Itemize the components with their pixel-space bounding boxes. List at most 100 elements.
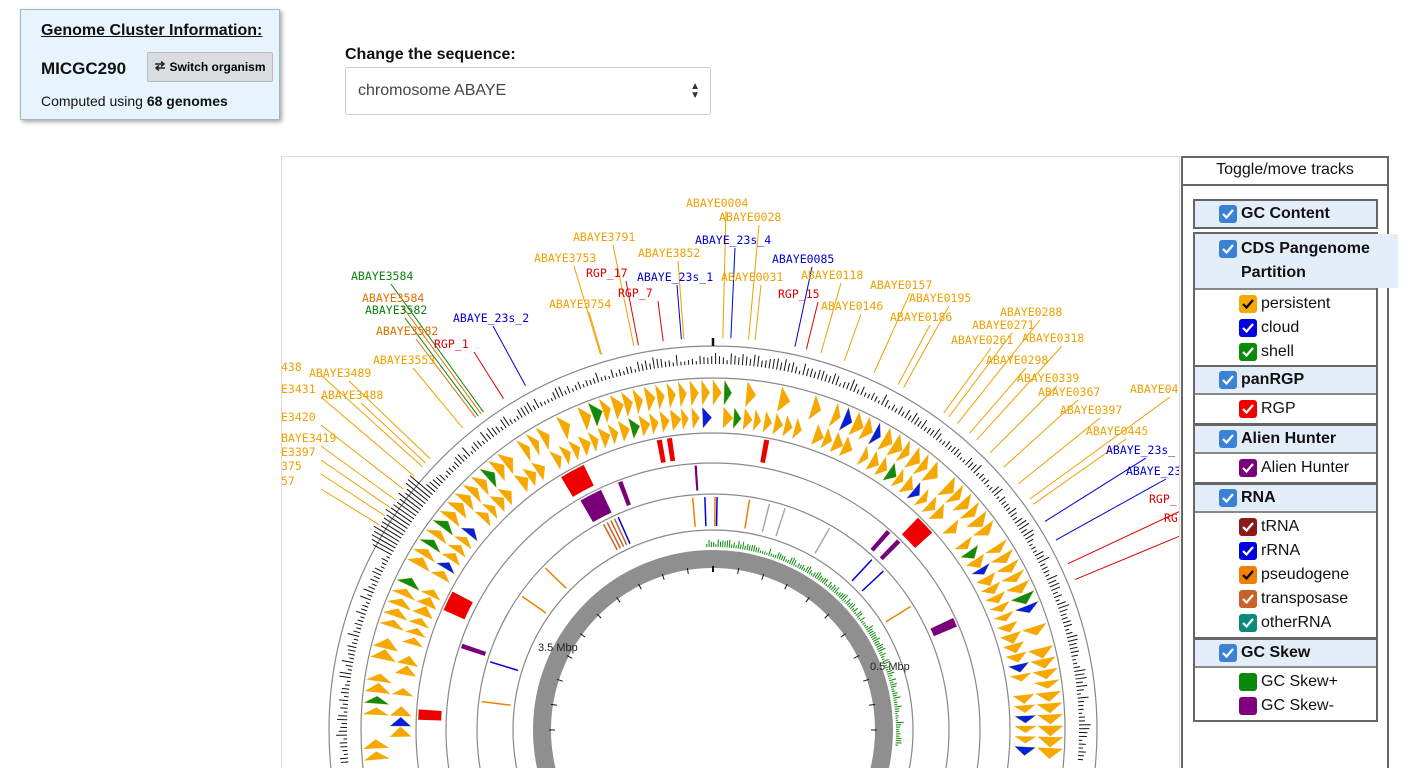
gene-label: ABAYE0186 (890, 310, 952, 324)
cds-partition-track (362, 379, 1064, 761)
switch-organism-button[interactable]: Switch organism (147, 52, 273, 82)
gene-label: E3420 (281, 410, 316, 424)
transposase-checkbox[interactable] (1239, 590, 1257, 608)
cloud-label: cloud (1261, 319, 1300, 336)
gene-label: 375 (281, 459, 302, 473)
gene-label-connector (754, 284, 762, 341)
swap-arrows-icon (154, 60, 166, 74)
gene-label: ABAYE3488 (321, 388, 383, 402)
gene-label: RGP_7 (618, 286, 653, 300)
rna-track (481, 497, 911, 706)
gene-label-connector (320, 396, 415, 477)
track-group-gc-content[interactable]: GC Content (1193, 199, 1378, 229)
gene-label: ABAYE_23s_1 (637, 270, 713, 284)
gene-label: BAYE3419 (281, 431, 336, 445)
rgp-track (418, 437, 933, 721)
gene-label-connector (976, 345, 1063, 441)
alien-hunter-track (460, 465, 957, 656)
track-group-alien-hunter[interactable]: Alien Hunter Alien Hunter (1193, 424, 1378, 484)
gc-content-track (336, 352, 1091, 764)
track-item-trna[interactable]: tRNA (1239, 515, 1376, 539)
otherrna-checkbox[interactable] (1239, 614, 1257, 632)
rrna-label: rRNA (1261, 542, 1301, 559)
gene-label: RGP_ (1149, 492, 1177, 506)
gene-label: RG (1164, 511, 1178, 525)
cluster-title: Genome Cluster Information: (41, 22, 263, 39)
alien-hunter-group-checkbox[interactable] (1219, 430, 1237, 448)
rgp-checkbox[interactable] (1239, 400, 1257, 418)
alien-hunter-checkbox[interactable] (1239, 459, 1257, 477)
gene-label-connector (473, 351, 504, 399)
scale-label-0-5mbp: 0.5 Mbp (870, 661, 910, 673)
track-item-shell[interactable]: shell (1239, 340, 1376, 364)
gene-label: 438 (281, 360, 302, 374)
gene-label: ABAYE0271 (972, 318, 1034, 332)
track-group-gc-skew[interactable]: GC Skew GC Skew+ GC Skew- (1193, 638, 1378, 722)
shell-checkbox[interactable] (1239, 343, 1257, 361)
gc-skew-checkbox[interactable] (1219, 644, 1237, 662)
gene-label-connector (588, 311, 602, 355)
track-group-cds-partition[interactable]: CDS Pangenome Partition persistent cloud… (1193, 232, 1398, 368)
genome-count: 68 genomes (146, 93, 228, 109)
gc-skew-plus-swatch[interactable] (1239, 673, 1257, 691)
track-item-pseudogene[interactable]: pseudogene (1239, 563, 1376, 587)
track-item-persistent[interactable]: persistent (1239, 292, 1376, 316)
sequence-select[interactable]: chromosome ABAYE ▲ ▼ (345, 67, 711, 115)
gene-label: ABAYE04 (1130, 382, 1179, 396)
gene-label-connector (820, 282, 842, 354)
gene-label: ABAYE0367 (1038, 385, 1100, 399)
gc-skew-plus-label: GC Skew+ (1261, 673, 1338, 690)
gene-label-connector (676, 284, 682, 340)
gene-label: ABAYE0445 (1086, 424, 1148, 438)
track-item-gc-skew-minus[interactable]: GC Skew- (1239, 694, 1376, 718)
trna-checkbox[interactable] (1239, 518, 1257, 536)
gene-label-connector (390, 283, 484, 413)
gene-label: ABAYE0004 (686, 196, 748, 210)
organism-name: MICGC290 (41, 59, 127, 78)
track-item-otherrna[interactable]: otherRNA (1239, 611, 1376, 635)
track-item-rgp[interactable]: RGP (1239, 397, 1376, 421)
track-item-cloud[interactable]: cloud (1239, 316, 1376, 340)
track-ring-3 (445, 462, 981, 768)
switch-organism-label: Switch organism (169, 60, 266, 74)
gene-label: ABAYE0085 (772, 252, 834, 266)
track-item-alien-hunter[interactable]: Alien Hunter (1239, 456, 1376, 480)
pseudogene-checkbox[interactable] (1239, 566, 1257, 584)
gene-label: ABAYE0339 (1017, 371, 1079, 385)
rna-checkbox[interactable] (1219, 489, 1237, 507)
gene-label-connector (957, 319, 1041, 424)
gene-label: ABAYE3489 (309, 366, 371, 380)
track-item-rrna[interactable]: rRNA (1239, 539, 1376, 563)
alien-hunter-label: Alien Hunter (1261, 459, 1350, 476)
track-item-transposase[interactable]: transposase (1239, 587, 1376, 611)
circos-viewer[interactable]: ABAYE0004 ABAYE0028 ABAYE3791 ABAYE_23s_4 AB… (281, 156, 1180, 768)
gene-label-connector (401, 305, 482, 415)
gene-label-connector (1044, 457, 1147, 522)
rrna-checkbox[interactable] (1239, 542, 1257, 560)
panrgp-checkbox[interactable] (1219, 371, 1237, 389)
gc-skew-minus-label: GC Skew- (1261, 697, 1334, 714)
gene-label-connector (404, 317, 479, 417)
gene-label-connector (320, 445, 396, 501)
track-group-label: GC Content (1241, 205, 1330, 222)
gc-content-checkbox[interactable] (1219, 205, 1237, 223)
scale-label-3-5mbp: 3.5 Mbp (538, 642, 578, 654)
cds-partition-checkbox[interactable] (1219, 240, 1237, 258)
track-panel-title: Toggle/move tracks (1183, 158, 1387, 186)
track-ring-1 (360, 377, 1066, 768)
computed-prefix: Computed using (41, 93, 143, 109)
gene-label-connector (943, 347, 992, 414)
gene-label: ABAYE_23 (1126, 464, 1180, 478)
gc-skew-minus-swatch[interactable] (1239, 697, 1257, 715)
gene-label-connector (657, 300, 664, 342)
gene-label-connector (873, 292, 911, 373)
gene-label: ABAYE_23s_4 (695, 233, 771, 247)
scale-ticks (549, 338, 877, 731)
persistent-checkbox[interactable] (1239, 295, 1257, 313)
track-group-rna[interactable]: RNA tRNA rRNA pseudogene transposase oth… (1193, 483, 1378, 639)
track-item-gc-skew-plus[interactable]: GC Skew+ (1239, 670, 1376, 694)
track-group-panrgp[interactable]: panRGP RGP (1193, 365, 1378, 425)
gene-label-connector (412, 367, 464, 429)
shell-label: shell (1261, 343, 1294, 360)
cloud-checkbox[interactable] (1239, 319, 1257, 337)
